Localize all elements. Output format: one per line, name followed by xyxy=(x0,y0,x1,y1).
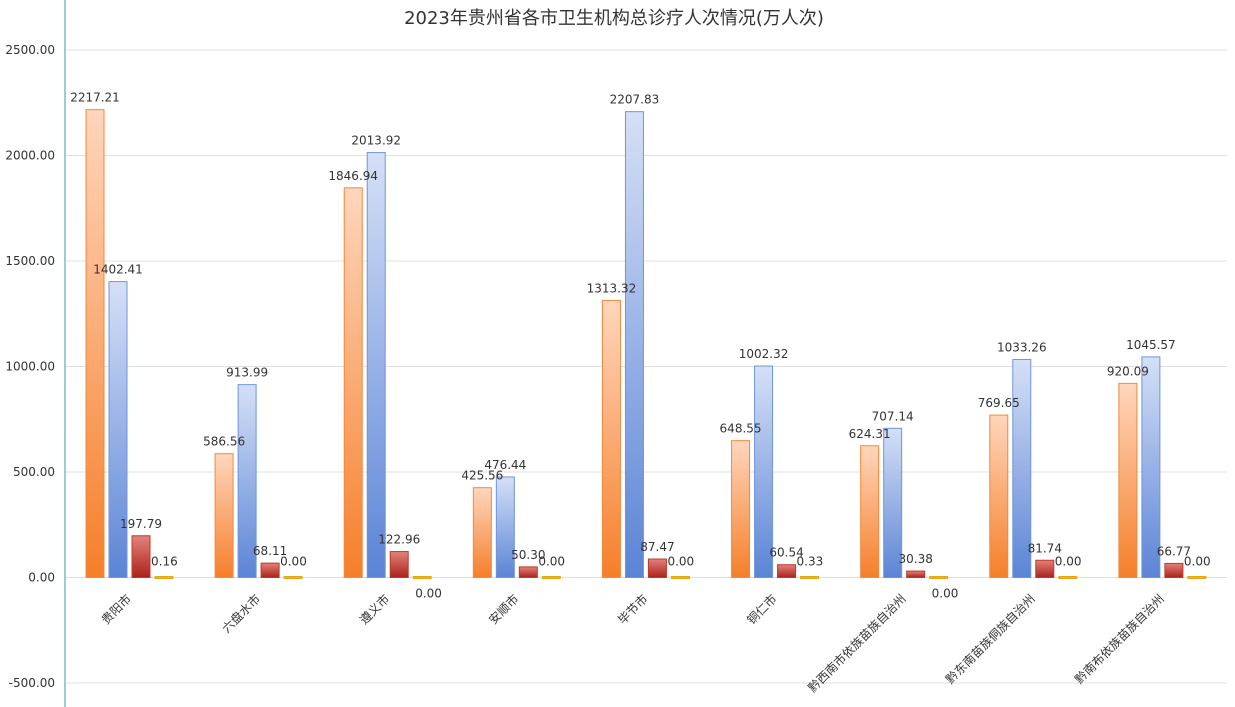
data-label: 0.00 xyxy=(932,587,959,601)
data-label: 68.11 xyxy=(253,544,287,558)
bar xyxy=(472,487,492,579)
y-tick-label: -500.00 xyxy=(9,676,55,690)
gridlines xyxy=(65,49,1227,684)
data-label: 87.47 xyxy=(640,540,674,554)
data-label: 2207.83 xyxy=(610,93,660,107)
bar xyxy=(541,576,561,579)
bar xyxy=(1118,382,1138,579)
bar xyxy=(670,576,690,579)
data-label: 66.77 xyxy=(1157,544,1191,558)
data-labels: 2217.21 1402.41 197.79 0.16 586.56 913.99 68.1… xyxy=(70,91,1210,601)
category-label: 毕节市 xyxy=(614,591,650,627)
y-tick-label: 2000.00 xyxy=(5,149,55,163)
data-label: 920.09 xyxy=(1107,364,1149,378)
y-tick-label: 2500.00 xyxy=(5,43,55,57)
data-label: 1033.26 xyxy=(997,340,1047,354)
bar xyxy=(518,566,538,579)
bar xyxy=(731,440,751,578)
data-label: 197.79 xyxy=(120,517,162,531)
y-tick-label: 1000.00 xyxy=(5,360,55,374)
bar xyxy=(1012,358,1032,578)
bar xyxy=(366,152,386,579)
data-label: 648.55 xyxy=(720,422,762,436)
bar xyxy=(754,365,774,578)
bar xyxy=(929,576,949,579)
bar xyxy=(283,576,303,579)
bar xyxy=(647,558,667,578)
bar xyxy=(214,453,234,578)
category-label: 六盘水市 xyxy=(219,591,264,636)
bar xyxy=(237,384,257,578)
category-label: 黔南布依族苗族自治州 xyxy=(1072,591,1167,686)
bar xyxy=(1141,356,1161,578)
data-label: 0.00 xyxy=(667,555,694,569)
data-label: 586.56 xyxy=(203,435,245,449)
data-label: 0.00 xyxy=(415,587,442,601)
bar xyxy=(495,476,515,578)
bar xyxy=(800,576,820,579)
data-label: 769.65 xyxy=(978,396,1020,410)
chart-title: 2023年贵州省各市卫生机构总诊疗人次情况(万人次) xyxy=(404,8,824,29)
category-label: 铜仁市 xyxy=(744,591,780,627)
data-label: 624.31 xyxy=(849,427,891,441)
data-label: 0.16 xyxy=(151,555,178,569)
data-label: 81.74 xyxy=(1028,541,1062,555)
category-label: 安顺市 xyxy=(485,591,521,627)
data-label: 122.96 xyxy=(378,533,420,547)
bar xyxy=(260,562,280,578)
data-label: 0.00 xyxy=(280,555,307,569)
data-label: 1402.41 xyxy=(93,263,143,277)
bar xyxy=(108,281,128,578)
bar xyxy=(412,576,432,579)
category-label: 贵阳市 xyxy=(98,591,134,627)
bar xyxy=(1058,576,1078,579)
bar xyxy=(883,427,903,578)
y-tick-label: 500.00 xyxy=(13,465,55,479)
data-label: 0.00 xyxy=(538,555,565,569)
bar xyxy=(131,535,151,578)
bar xyxy=(624,111,644,579)
data-label: 2013.92 xyxy=(351,134,401,148)
data-label: 30.38 xyxy=(898,552,932,566)
data-label: 1002.32 xyxy=(739,347,789,361)
bar xyxy=(601,299,621,578)
bar xyxy=(1187,576,1207,579)
y-axis-ticks: 2500.00 2000.00 1500.00 1000.00 500.00 0.00 -5… xyxy=(5,43,55,690)
data-label: 425.56 xyxy=(461,469,503,483)
data-label: 50.30 xyxy=(511,548,545,562)
category-label: 遵义市 xyxy=(356,591,392,627)
bar xyxy=(154,576,174,579)
category-label: 黔西南市依族苗族自治州 xyxy=(805,591,909,695)
bar xyxy=(906,570,926,579)
data-label: 0.00 xyxy=(1184,555,1211,569)
y-tick-label: 0.00 xyxy=(28,571,55,585)
data-label: 1045.57 xyxy=(1126,338,1176,352)
bar xyxy=(777,564,797,579)
data-label: 707.14 xyxy=(872,409,914,423)
y-tick-label: 1500.00 xyxy=(5,254,55,268)
bar xyxy=(860,445,880,579)
category-labels: 贵阳市 六盘水市 遵义市 安顺市 毕节市 铜仁市 黔西南市依族苗族自治州 黔东南苗族侗族自治州… xyxy=(98,591,1167,695)
data-label: 1846.94 xyxy=(328,169,378,183)
data-label: 913.99 xyxy=(226,366,268,380)
bar xyxy=(389,551,409,578)
data-label: 2217.21 xyxy=(70,91,120,105)
category-label: 黔东南苗族侗族自治州 xyxy=(942,591,1037,686)
data-label: 1313.32 xyxy=(587,281,637,295)
bar xyxy=(1035,559,1055,579)
data-label: 0.33 xyxy=(797,555,824,569)
data-label: 0.00 xyxy=(1055,555,1082,569)
bar xyxy=(85,109,105,578)
data-label: 476.44 xyxy=(484,458,526,472)
bars xyxy=(85,109,1207,579)
bar xyxy=(1164,562,1184,579)
data-label: 60.54 xyxy=(769,546,803,560)
bar xyxy=(989,414,1009,578)
bar xyxy=(343,187,363,578)
